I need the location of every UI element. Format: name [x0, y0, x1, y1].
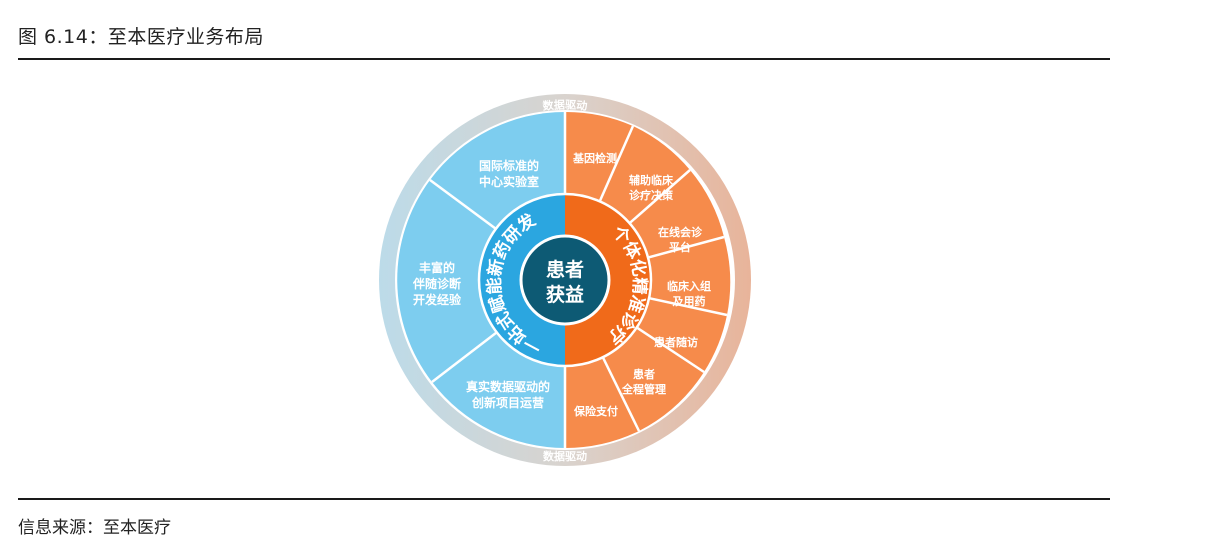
- right-seg2-line2: 诊疗决策: [629, 188, 674, 202]
- right-seg3-line2: 平台: [669, 240, 691, 254]
- bottom-rule: [18, 498, 1110, 500]
- ring-label-bottom: 数据驱动: [543, 449, 587, 463]
- right-seg7-line1: 保险支付: [573, 404, 618, 418]
- left-seg1-line1: 国际标准的: [479, 158, 539, 173]
- left-segment-labels: 国际标准的 中心实验室 丰富的 伴随诊断 开发经验 真实数据驱动的 创新项目运营: [412, 158, 550, 410]
- center-line2: 获益: [546, 283, 584, 306]
- right-seg2-line1: 辅助临床: [629, 173, 674, 187]
- left-seg3-line2: 创新项目运营: [471, 395, 544, 410]
- right-seg6-line2: 全程管理: [621, 382, 666, 396]
- right-seg4-line1: 临床入组: [667, 279, 711, 293]
- left-seg2-line1: 丰富的: [419, 260, 455, 275]
- inner-border: [477, 192, 653, 368]
- left-seg3-line1: 真实数据驱动的: [466, 379, 550, 394]
- right-seg5-line1: 患者随访: [654, 335, 698, 349]
- figure-title: 图 6.14：至本医疗业务布局: [18, 26, 264, 48]
- right-seg4-line2: 及用药: [673, 294, 706, 308]
- left-seg2-line2: 伴随诊断: [412, 276, 461, 291]
- right-seg1-line1: 基因检测: [572, 151, 617, 165]
- right-seg6-line1: 患者: [633, 367, 655, 381]
- center-circle: [519, 234, 611, 326]
- top-rule: [18, 58, 1110, 60]
- left-seg1-line2: 中心实验室: [479, 174, 539, 189]
- figure-source: 信息来源：至本医疗: [18, 518, 171, 538]
- right-seg3-line1: 在线会诊: [658, 225, 703, 239]
- center-line1: 患者: [546, 258, 584, 281]
- left-seg2-line3: 开发经验: [413, 292, 462, 307]
- right-segment-labels: 基因检测 辅助临床 诊疗决策 在线会诊 平台 临床入组 及用药 患者随访 患者 …: [572, 151, 711, 418]
